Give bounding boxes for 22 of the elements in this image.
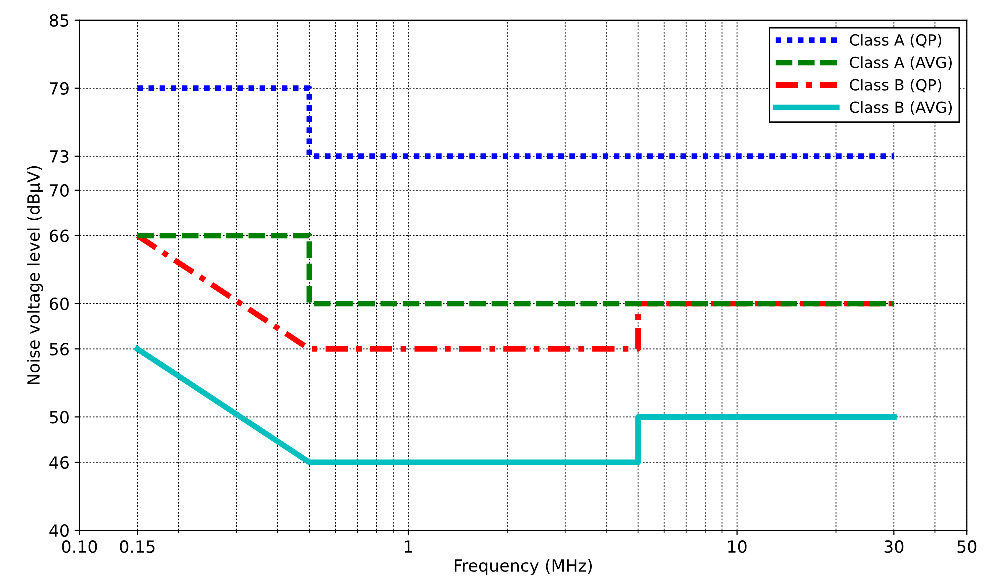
legend-label: Class A (AVG) [850,56,952,70]
y-tick-label: 73 [50,150,69,164]
legend-label: Class B (QP) [850,79,942,93]
y-tick-label: 40 [50,524,69,538]
y-tick-label: 79 [50,82,69,95]
y-axis-title: Noise voltage level (dBμV) [27,166,44,384]
y-tick-label: 56 [50,343,69,356]
x-tick-label: 30 [884,540,904,554]
x-tick-label: 1 [405,540,412,553]
x-tick-label: 0.10 [62,540,98,554]
x-tick-label: 50 [958,540,977,554]
y-tick-label: 85 [50,14,69,27]
y-tick-label: 46 [50,456,69,470]
y-tick-label: 50 [50,411,69,424]
y-tick-label: 66 [50,230,69,242]
x-tick-label: 0.15 [120,540,155,554]
legend-label: Class B (AVG) [850,101,952,116]
y-tick-label: 60 [50,298,69,310]
y-tick-label: 70 [50,184,69,198]
x-tick-label: 10 [728,540,747,554]
x-axis-title: Frequency (MHz) [455,559,592,576]
legend-label: Class A (QP) [850,34,942,48]
